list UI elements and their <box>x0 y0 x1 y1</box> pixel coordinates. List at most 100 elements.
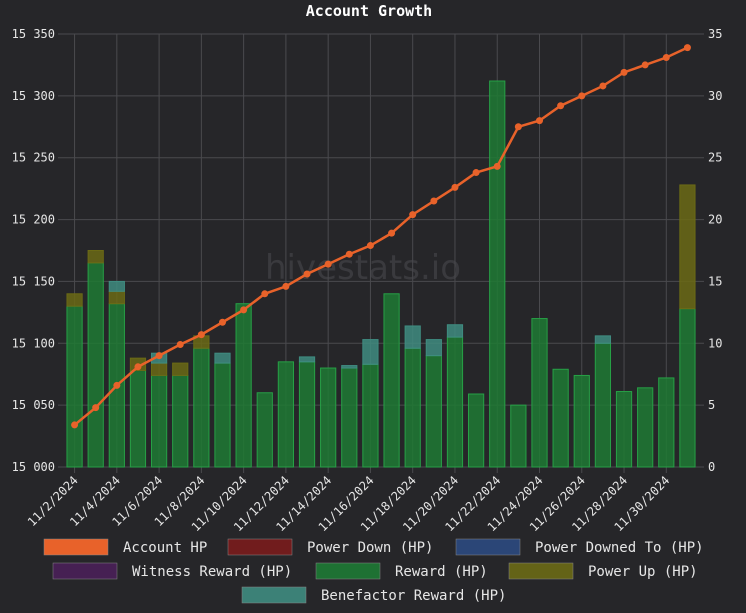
legend-label[interactable]: Account HP <box>123 540 207 556</box>
legend-label[interactable]: Reward (HP) <box>395 564 488 580</box>
legend-swatch[interactable] <box>52 562 118 580</box>
account-hp-point <box>282 282 290 290</box>
account-hp-point <box>388 229 396 237</box>
y-left-tick-label: 15 000 <box>12 460 55 474</box>
bar-benefactor-reward-hp <box>594 335 612 344</box>
bar-reward-hp <box>446 336 464 468</box>
account-hp-point <box>113 381 121 389</box>
account-hp-point <box>345 250 353 258</box>
account-hp-point <box>683 44 691 52</box>
account-hp-point <box>324 260 332 268</box>
bar-reward-hp <box>129 370 147 468</box>
bar-reward-hp <box>658 377 675 468</box>
bar-reward-hp <box>235 303 252 468</box>
account-hp-point <box>493 162 501 170</box>
legend-swatch[interactable] <box>508 562 574 580</box>
bar-reward-hp <box>552 368 569 468</box>
y-right-tick-label: 35 <box>708 27 722 41</box>
y-left-tick-label: 15 250 <box>12 151 55 165</box>
account-hp-point <box>641 61 649 69</box>
y-right-tick-label: 25 <box>708 151 722 165</box>
y-right-tick-label: 20 <box>708 213 722 227</box>
account-hp-point <box>197 331 205 339</box>
bar-benefactor-reward-hp <box>341 365 358 369</box>
y-left-tick-label: 15 050 <box>12 398 55 412</box>
bar-reward-hp <box>594 342 612 468</box>
bar-reward-hp <box>214 362 231 468</box>
bar-benefactor-reward-hp <box>298 356 316 363</box>
account-hp-point <box>176 341 184 349</box>
y-right-tick-label: 0 <box>708 460 715 474</box>
bar-reward-hp <box>531 318 548 468</box>
legend-label[interactable]: Witness Reward (HP) <box>132 564 292 580</box>
bar-reward-hp <box>341 367 358 468</box>
account-hp-point <box>578 92 586 100</box>
account-hp-point <box>620 68 628 76</box>
account-hp-point <box>303 270 311 278</box>
legend-label[interactable]: Power Downed To (HP) <box>535 540 704 556</box>
account-hp-point <box>134 363 142 371</box>
account-hp-point <box>430 197 438 205</box>
y-left-tick-label: 15 300 <box>12 89 55 103</box>
bar-benefactor-reward-hp <box>214 352 231 364</box>
y-right-tick-label: 5 <box>708 398 715 412</box>
legend-swatch[interactable] <box>43 538 109 556</box>
bar-reward-hp <box>615 391 633 468</box>
bar-reward-hp <box>573 374 590 468</box>
account-hp-point <box>366 242 374 250</box>
bar-power-up-hp <box>66 293 83 307</box>
account-hp-point <box>662 54 670 62</box>
legend-swatch[interactable] <box>455 538 521 556</box>
account-hp-point <box>514 123 522 131</box>
bar-benefactor-reward-hp <box>446 324 464 338</box>
account-hp-point <box>451 183 459 191</box>
bar-power-up-hp <box>87 250 104 264</box>
account-hp-point <box>261 290 269 298</box>
account-hp-point <box>219 318 226 326</box>
y-left-tick-label: 15 100 <box>12 336 55 350</box>
y-right-tick-label: 10 <box>708 336 722 350</box>
y-left-tick-label: 15 150 <box>12 274 55 288</box>
legend-label[interactable]: Power Down (HP) <box>307 540 433 556</box>
bar-reward-hp <box>172 374 189 468</box>
legend-swatch[interactable] <box>315 562 381 580</box>
legend-swatch[interactable] <box>227 538 293 556</box>
account-hp-point <box>71 421 79 429</box>
bar-benefactor-reward-hp <box>362 339 379 365</box>
account-hp-point <box>557 102 565 110</box>
y-right-tick-label: 15 <box>708 274 722 288</box>
account-hp-point <box>599 82 607 90</box>
bar-reward-hp <box>489 80 506 468</box>
bar-reward-hp <box>277 361 295 468</box>
y-right-tick-label: 30 <box>708 89 722 103</box>
bar-reward-hp <box>510 404 527 468</box>
bar-reward-hp <box>467 393 485 468</box>
bar-reward-hp <box>193 347 210 468</box>
legend-label[interactable]: Benefactor Reward (HP) <box>321 588 506 604</box>
bar-power-up-hp <box>108 290 125 305</box>
legend-swatch[interactable] <box>241 586 307 604</box>
bar-reward-hp <box>383 293 400 468</box>
y-left-tick-label: 15 350 <box>12 27 55 41</box>
bar-reward-hp <box>637 387 654 468</box>
bar-reward-hp <box>404 347 421 468</box>
bar-reward-hp <box>256 392 273 468</box>
bar-power-up-hp <box>172 362 189 376</box>
chart-title: Account Growth <box>306 2 432 20</box>
bar-reward-hp <box>362 363 379 468</box>
bar-reward-hp <box>87 262 104 468</box>
bar-reward-hp <box>298 361 316 468</box>
account-hp-point <box>240 306 248 314</box>
bar-reward-hp <box>320 367 337 468</box>
bar-benefactor-reward-hp <box>108 280 125 292</box>
bar-benefactor-reward-hp <box>425 339 442 357</box>
account-hp-point <box>409 211 417 219</box>
account-hp-line <box>73 46 688 426</box>
account-hp-point <box>472 169 480 177</box>
legend-label[interactable]: Power Up (HP) <box>588 564 698 580</box>
bar-reward-hp <box>66 305 83 468</box>
bar-reward-hp <box>150 374 168 468</box>
bar-power-up-hp <box>150 362 168 376</box>
